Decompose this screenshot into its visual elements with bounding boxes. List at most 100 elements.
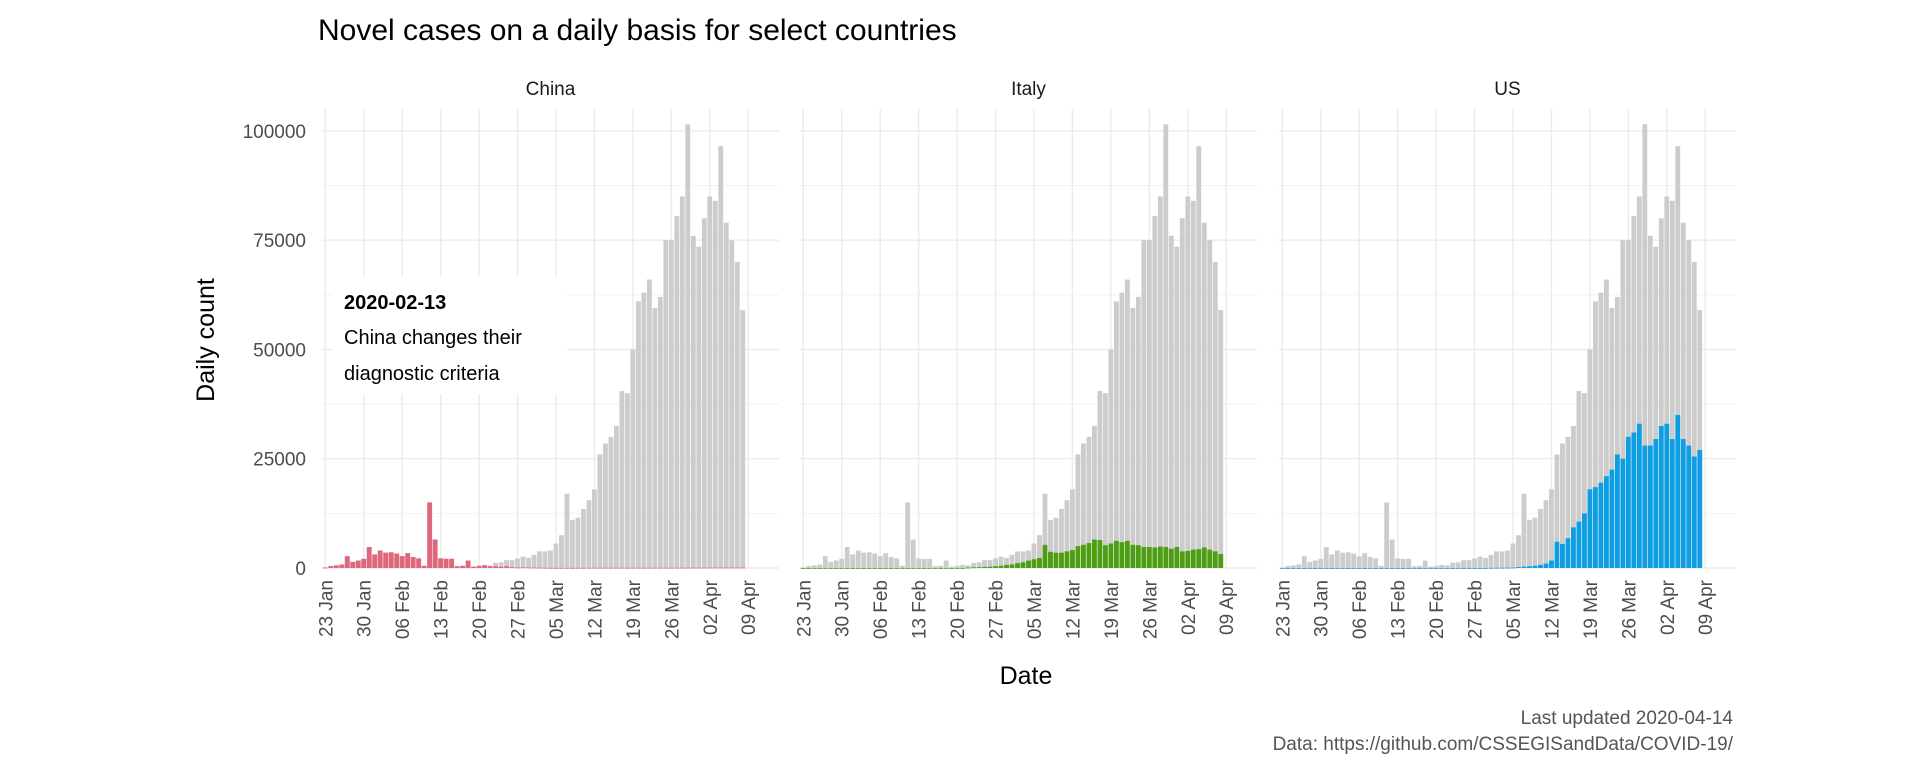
country-bar (1609, 470, 1614, 568)
country-bar (1670, 439, 1675, 568)
country-bar (944, 568, 949, 569)
background-bar (1450, 563, 1455, 568)
background-bar (828, 562, 833, 568)
x-tick-label: 20 Feb (1427, 580, 1448, 639)
country-bar (801, 568, 806, 569)
background-bar (1318, 559, 1323, 568)
country-bar (1653, 439, 1658, 568)
background-bar (817, 565, 822, 568)
country-bar (1368, 568, 1373, 569)
country-bar (1373, 568, 1378, 569)
country-bar (663, 568, 668, 569)
country-bar (405, 553, 410, 568)
country-bar (356, 561, 361, 568)
background-bar (1130, 308, 1135, 568)
annotation-heading: 2020-02-13 (344, 292, 446, 314)
background-bar (609, 437, 614, 568)
caption-last-updated: Last updated 2020-04-14 (1521, 708, 1734, 729)
country-bar (471, 567, 476, 568)
country-bar (1141, 547, 1146, 568)
country-bar (323, 568, 328, 569)
background-bar (581, 509, 586, 568)
background-bar (1313, 561, 1318, 568)
background-bar (1478, 557, 1483, 568)
background-bar (1136, 297, 1141, 568)
background-bar (872, 554, 877, 568)
country-bar (460, 566, 465, 568)
country-bar (1340, 568, 1345, 569)
country-bar (850, 568, 855, 569)
x-tick-label: 23 Jan (1273, 580, 1294, 637)
x-tick-label: 23 Jan (316, 580, 337, 637)
background-bar (1302, 556, 1307, 568)
country-bar (1196, 549, 1201, 568)
background-bar (1141, 240, 1146, 568)
background-bar (1174, 247, 1179, 568)
country-bar (867, 568, 872, 569)
country-bar (1395, 568, 1400, 569)
background-bar (1538, 509, 1543, 568)
background-bar (1434, 566, 1439, 568)
country-bar (1637, 424, 1642, 568)
country-bar (1048, 552, 1053, 568)
x-tick-label: 12 Mar (1542, 579, 1563, 639)
background-bar (1516, 535, 1521, 568)
x-tick-label: 27 Feb (987, 580, 1008, 639)
country-bar (1108, 544, 1113, 568)
background-bar (1500, 551, 1505, 568)
background-bar (669, 240, 674, 568)
background-bar (713, 201, 718, 568)
country-bar (1280, 568, 1285, 569)
country-bar (455, 566, 460, 568)
country-bar (707, 568, 712, 569)
country-bar (1076, 546, 1081, 568)
country-bar (1664, 424, 1669, 568)
background-bar (1489, 555, 1494, 568)
country-bar (372, 554, 377, 568)
country-bar (861, 568, 866, 569)
country-bar (1010, 565, 1015, 568)
country-bar (1119, 542, 1124, 568)
background-bar (1511, 544, 1516, 568)
y-tick-label: 100000 (243, 122, 306, 143)
country-bar (729, 568, 734, 569)
country-bar (652, 568, 657, 569)
country-bar (1456, 568, 1461, 569)
background-bar (1213, 262, 1218, 568)
country-bar (1620, 459, 1625, 568)
x-tick-label: 26 Mar (1140, 579, 1161, 639)
background-bar (1362, 553, 1367, 568)
country-bar (1538, 565, 1543, 568)
background-bar (861, 553, 866, 568)
country-bar (1065, 551, 1070, 568)
country-bar (1642, 446, 1647, 568)
background-bar (944, 561, 949, 568)
country-bar (1576, 522, 1581, 568)
country-bar (625, 568, 630, 569)
country-bar (581, 568, 586, 569)
background-bar (955, 566, 960, 568)
country-bar (339, 565, 344, 568)
country-bar (1158, 547, 1163, 568)
country-bar (609, 568, 614, 569)
background-bar (565, 494, 570, 568)
country-bar (674, 568, 679, 569)
country-bar (713, 568, 718, 569)
background-bar (647, 279, 652, 568)
background-bar (1522, 494, 1527, 568)
background-bar (598, 454, 603, 568)
country-bar (1318, 568, 1323, 569)
country-bar (1015, 563, 1020, 568)
country-bar (1516, 567, 1521, 568)
background-bar (658, 297, 663, 568)
x-tick-label: 02 Apr (1179, 579, 1200, 635)
country-bar (1406, 568, 1411, 569)
background-bar (1379, 566, 1384, 568)
background-bar (570, 520, 575, 568)
country-bar (1059, 553, 1064, 568)
annotation-line: China changes their (344, 327, 522, 349)
country-bar (812, 568, 817, 569)
country-bar (1500, 568, 1505, 569)
x-tick-label: 30 Jan (1312, 580, 1333, 637)
x-tick-label: 09 Apr (739, 579, 760, 635)
